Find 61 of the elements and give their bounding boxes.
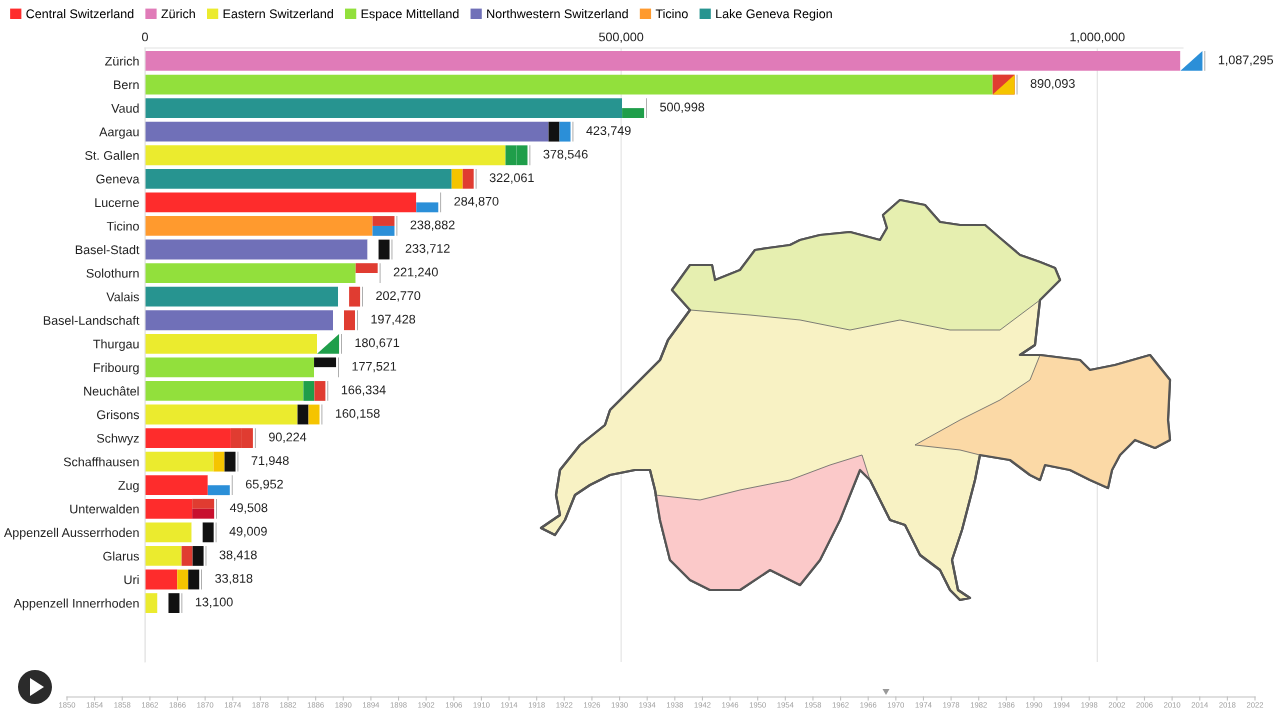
data-label: 160,158: [335, 409, 380, 420]
legend-label: Ticino: [655, 9, 688, 19]
y-tick-label: Schaffhausen: [63, 457, 139, 467]
data-label: 38,418: [219, 550, 257, 561]
data-label: 890,093: [1030, 79, 1075, 90]
y-tick-label: Bern: [114, 80, 139, 90]
y-tick-label: Vaud: [111, 103, 139, 113]
y-tick-label: Grisons: [97, 409, 139, 420]
y-tick-label: St. Gallen: [85, 150, 139, 160]
legend-label: Eastern Switzerland: [223, 9, 333, 19]
legend-label: Espace Mittelland: [361, 9, 459, 21]
x-tick-label: 0: [142, 32, 148, 42]
y-tick-label: Aargau: [99, 127, 139, 139]
data-label: 221,240: [393, 267, 438, 278]
data-label: 197,428: [371, 314, 416, 326]
y-tick-label: Glarus: [103, 551, 139, 561]
data-label: 180,671: [355, 338, 400, 349]
legend-label: Northwestern Switzerland: [487, 9, 628, 19]
y-tick-label: Unterwalden: [70, 504, 139, 514]
y-tick-label: Zürich: [105, 56, 139, 66]
y-tick-label: Thurgau: [93, 339, 139, 351]
y-tick-label: Geneva: [96, 174, 140, 184]
data-label: 90,224: [269, 432, 307, 443]
data-label: 166,334: [341, 385, 386, 396]
data-label: 233,712: [405, 244, 450, 255]
data-label: 202,770: [376, 291, 421, 302]
data-label: 71,948: [251, 456, 289, 467]
data-label: 423,749: [586, 126, 631, 137]
data-label: 284,870: [454, 196, 499, 208]
bar: [145, 522, 192, 543]
data-label: 1,087,295: [1218, 55, 1274, 66]
data-label: 322,061: [489, 173, 534, 184]
y-tick-label: Basel-Landschaft: [43, 315, 140, 325]
data-label: 49,009: [229, 526, 267, 538]
data-label: 65,952: [245, 479, 283, 491]
y-tick-label: Appenzell Ausserrhoden: [3, 527, 139, 540]
data-label: 177,521: [352, 361, 397, 373]
bar: [145, 286, 339, 307]
legend-label: Zürich: [161, 9, 195, 19]
bar: [145, 239, 368, 260]
y-tick-label: Appenzell Innerrhoden: [13, 598, 139, 611]
legend-label: Lake Geneva Region: [716, 9, 832, 21]
data-label: 378,546: [543, 149, 588, 161]
data-label: 33,818: [215, 574, 253, 585]
data-label: 13,100: [195, 597, 233, 608]
data-label: 49,508: [229, 503, 268, 514]
data-label: 238,882: [410, 220, 455, 231]
data-label: 500,998: [660, 102, 705, 113]
y-tick-label: Solothurn: [86, 268, 139, 278]
y-tick-label: Schwyz: [96, 433, 139, 446]
x-tick-label: 500,000: [599, 32, 644, 43]
y-tick-label: Lucerne: [95, 198, 139, 208]
y-tick-label: Neuchâtel: [84, 386, 139, 396]
x-tick-label: 1,000,000: [1070, 32, 1125, 43]
y-tick-label: Ticino: [106, 221, 139, 231]
legend-label: Central Switzerland: [26, 9, 134, 19]
y-tick-label: Fribourg: [93, 362, 139, 375]
y-tick-label: Basel-Stadt: [75, 244, 140, 255]
y-tick-label: Valais: [106, 292, 139, 302]
y-tick-label: Uri: [124, 574, 139, 585]
y-tick-label: Zug: [118, 481, 139, 493]
